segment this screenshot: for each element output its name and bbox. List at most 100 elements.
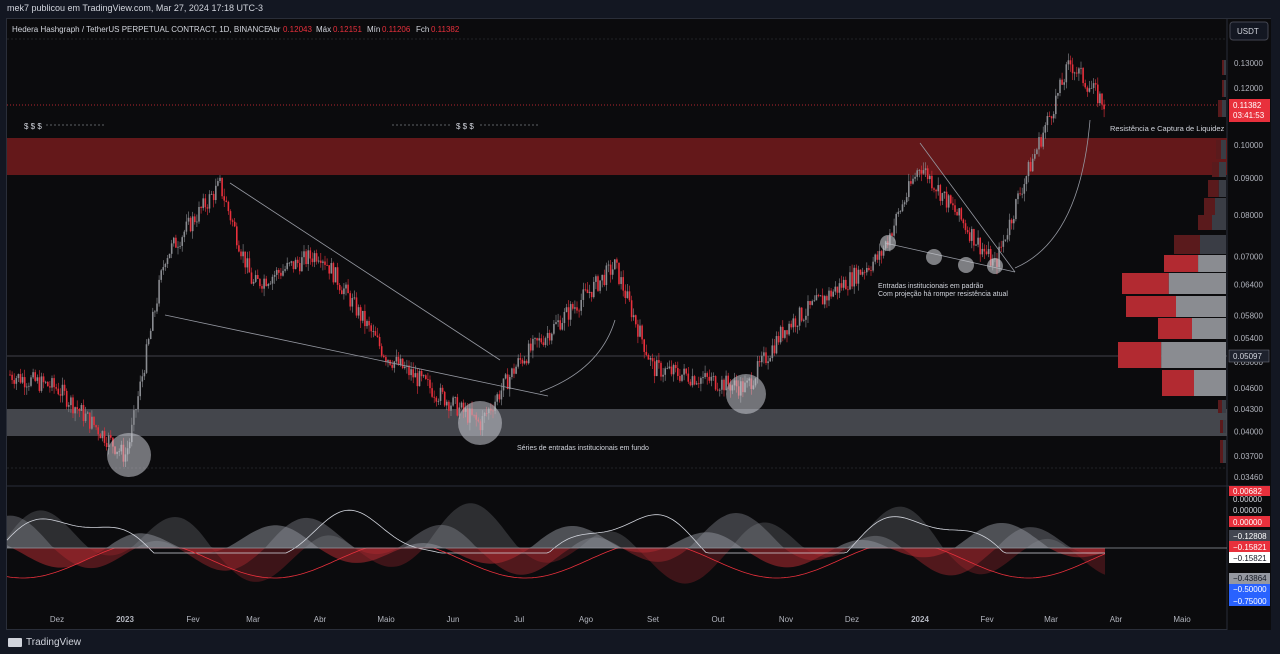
candle-body-1 — [11, 374, 13, 381]
candle-body-515 — [1090, 87, 1093, 89]
candle-body-275 — [586, 289, 589, 294]
candle-body-311 — [662, 374, 664, 377]
candle-body-44 — [101, 431, 104, 439]
candle-body-317 — [674, 364, 677, 369]
time-tick-3: Mar — [246, 615, 260, 624]
candle-body-459 — [973, 229, 975, 246]
candle-body-127 — [275, 269, 278, 275]
candle-body-156 — [336, 267, 339, 285]
volume-profile-bar-sell-0 — [1164, 255, 1199, 272]
candle-body-282 — [601, 274, 603, 281]
candle-body-274 — [584, 289, 587, 291]
candle-body-266 — [567, 307, 570, 320]
candle-body-483 — [1023, 184, 1026, 194]
candle-body-465 — [985, 251, 988, 255]
volume-profile-bar-buy-3 — [1192, 318, 1226, 339]
candle-body-102 — [223, 196, 225, 201]
time-axis-labels[interactable]: Dez 2023 Fev Mar Abr Maio Jun Jul Ago Set Out Nov De… — [50, 615, 1191, 624]
candle-body-389 — [826, 296, 828, 301]
candle-body-323 — [687, 373, 690, 382]
candle-body-401 — [851, 272, 853, 287]
candle-body-200 — [429, 379, 431, 389]
candle-body-251 — [536, 338, 538, 341]
candle-body-177 — [380, 346, 383, 356]
candle-body-123 — [267, 283, 270, 287]
candle-body-383 — [813, 300, 816, 302]
volume-profile-bar-sell-3 — [1158, 318, 1192, 339]
candle-body-461 — [977, 237, 979, 245]
candle-body-252 — [538, 338, 540, 341]
candle-body-303 — [645, 351, 648, 355]
candle-body-342 — [727, 375, 729, 385]
candle-body-485 — [1027, 162, 1030, 177]
candle-body-169 — [364, 310, 366, 327]
time-tick-2: Fev — [186, 615, 199, 624]
price-tick-8: 0.05400 — [1234, 334, 1263, 343]
candle-body-137 — [296, 259, 299, 264]
marker-circle-bottom-3 — [726, 374, 766, 414]
candle-body-512 — [1084, 83, 1086, 88]
candle-body-209 — [448, 401, 450, 411]
chart-frame — [6, 18, 1271, 630]
candle-body-61 — [137, 396, 139, 410]
candle-body-414 — [878, 251, 881, 260]
currency-button[interactable]: USDT — [1229, 21, 1269, 41]
time-tick-7: Jul — [514, 615, 524, 624]
candle-body-138 — [299, 263, 301, 272]
dollar-annotation-left: $ $ $ — [24, 122, 42, 131]
candle-body-321 — [683, 368, 685, 375]
candle-body-118 — [257, 275, 259, 279]
candle-body-374 — [794, 318, 797, 327]
candle-body-396 — [840, 283, 843, 288]
candle-body-304 — [647, 354, 650, 360]
candle-body-316 — [672, 364, 675, 375]
candle-body-105 — [229, 211, 232, 221]
candle-body-318 — [677, 368, 679, 376]
symbol-legend[interactable]: Hedera Hashgraph / TetherUS PERPETUAL CO… — [12, 25, 460, 34]
candle-body-121 — [263, 278, 265, 289]
candle-body-184 — [395, 356, 398, 362]
volume-profile-bar-buy-2 — [1176, 296, 1226, 317]
candle-body-446 — [945, 191, 948, 208]
candle-body-85 — [187, 217, 190, 222]
volume-profile-bar-sell-10 — [1212, 162, 1219, 177]
candle-body-24 — [59, 394, 62, 396]
price-tick-11: 0.04300 — [1234, 405, 1263, 414]
tradingview-logo[interactable]: TradingView — [8, 637, 81, 648]
candle-body-404 — [857, 269, 860, 284]
candle-body-265 — [565, 307, 568, 312]
candle-body-175 — [376, 335, 379, 337]
candle-body-202 — [433, 396, 435, 398]
candle-body-6 — [21, 377, 24, 383]
candle-body-422 — [895, 214, 897, 226]
volume-profile-bar-buy-17 — [1222, 100, 1226, 117]
indicator-label-7: −0.15821 — [1233, 554, 1267, 563]
candle-body-312 — [664, 368, 666, 375]
candle-body-488 — [1034, 154, 1036, 159]
candle-body-141 — [305, 251, 307, 265]
candles — [9, 53, 1105, 467]
candle-body-333 — [708, 376, 711, 381]
candle-body-326 — [693, 376, 696, 385]
oscillator-positive-wave-1 — [7, 513, 1105, 548]
candle-body-492 — [1042, 132, 1044, 147]
candle-body-235 — [502, 378, 505, 391]
candle-body-332 — [706, 373, 708, 377]
volume-profile-bar-sell-17 — [1218, 100, 1222, 117]
candle-body-504 — [1067, 60, 1070, 65]
candle-body-315 — [670, 366, 673, 375]
candle-body-179 — [385, 357, 387, 362]
time-tick-16: Abr — [1110, 615, 1123, 624]
candle-body-427 — [905, 197, 908, 203]
candle-body-243 — [519, 358, 522, 360]
indicator-label-9: −0.50000 — [1233, 585, 1267, 594]
candle-body-14 — [38, 377, 41, 391]
candle-body-286 — [609, 264, 612, 275]
time-tick-4: Abr — [314, 615, 327, 624]
candle-body-387 — [821, 295, 824, 305]
candle-body-269 — [574, 307, 576, 309]
candle-body-90 — [198, 206, 200, 222]
candle-body-100 — [219, 177, 221, 182]
time-tick-10: Out — [712, 615, 726, 624]
